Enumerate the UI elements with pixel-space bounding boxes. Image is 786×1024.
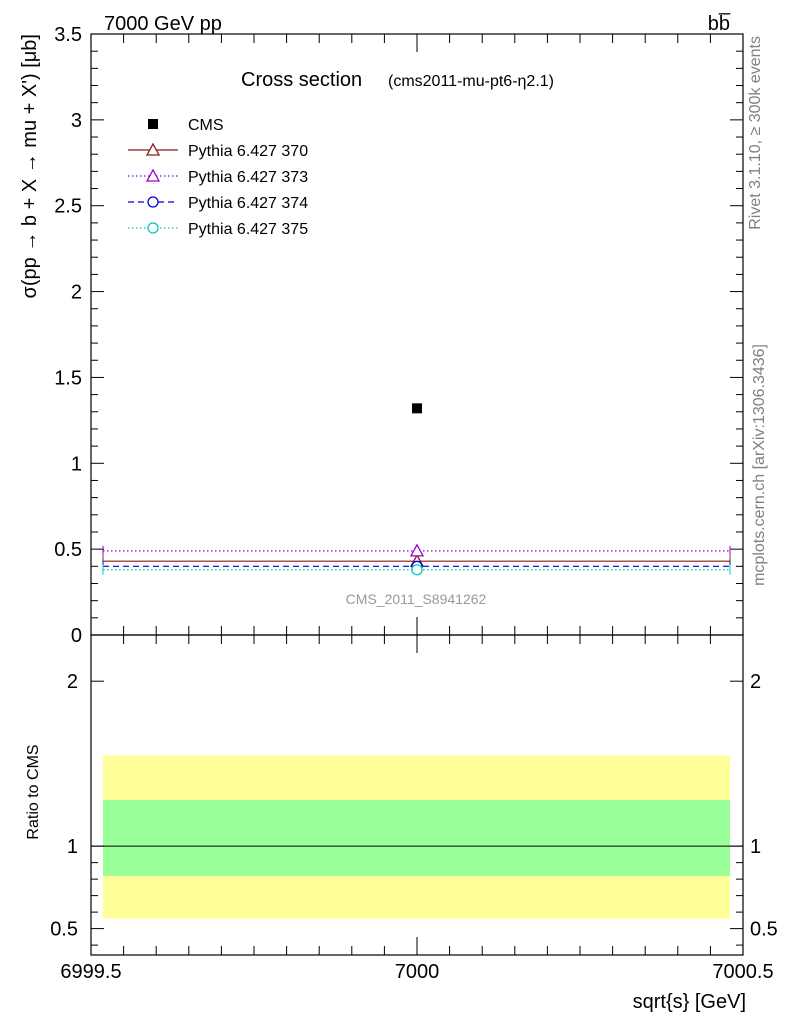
- watermark: CMS_2011_S8941262: [346, 591, 487, 607]
- legend-marker: [145, 168, 161, 182]
- ratio-y-tick-label: 1: [67, 836, 78, 858]
- main-plot: Cross section (cms2011-mu-pt6-η2.1) σ(pp…: [19, 24, 744, 647]
- data-point-4: [411, 564, 423, 576]
- mcplots-label: mcplots.cern.ch [arXiv:1306.3436]: [751, 344, 768, 586]
- x-tick-label: 7000.5: [712, 961, 773, 983]
- main-y-tick-label: 1: [71, 453, 82, 475]
- legend-marker: [145, 142, 161, 156]
- ratio-y-tick-label: 2: [67, 671, 78, 693]
- x-axis-label: sqrt{s} [GeV]: [633, 991, 746, 1013]
- data-point-2: [409, 543, 425, 557]
- header-right-label: bb̅: [708, 12, 731, 35]
- legend-label: Pythia 6.427 370: [188, 143, 308, 160]
- legend-marker: [148, 119, 158, 129]
- main-subtitle: (cms2011-mu-pt6-η2.1): [388, 73, 554, 90]
- legend: CMS Pythia 6.427 370 Pythia 6.427 373 Pythi…: [128, 117, 308, 238]
- main-y-tick-label: 3: [71, 110, 82, 132]
- x-tick-label: 6999.5: [60, 961, 121, 983]
- main-y-tick-label: 2.5: [54, 196, 82, 218]
- ratio-y-tick-label-right: 0.5: [750, 919, 778, 941]
- legend-label: Pythia 6.427 374: [188, 195, 308, 212]
- ratio-band-inner: [103, 799, 730, 876]
- legend-marker: [147, 196, 159, 208]
- ratio-plot: Ratio to CMS sqrt{s} [GeV] 6999.5 7000 700…: [25, 634, 778, 1013]
- main-y-axis-label: σ(pp → b + X → mu + X') [μb]: [19, 34, 41, 298]
- header-left-label: 7000 GeV pp: [104, 13, 222, 35]
- ratio-y-axis-label: Ratio to CMS: [25, 744, 42, 839]
- main-y-tick-label: 0: [71, 625, 82, 647]
- rivet-label: Rivet 3.1.10, ≥ 300k events: [747, 36, 764, 230]
- legend-marker: [147, 222, 159, 234]
- main-title: Cross section: [241, 69, 362, 91]
- main-y-tick-label: 0.5: [54, 539, 82, 561]
- main-y-tick-label: 3.5: [54, 24, 82, 46]
- main-y-tick-label: 2: [71, 282, 82, 304]
- legend-label: CMS: [188, 117, 224, 134]
- data-point-0: [412, 403, 422, 414]
- legend-label: Pythia 6.427 375: [188, 221, 308, 238]
- legend-label: Pythia 6.427 373: [188, 169, 308, 186]
- x-tick-label: 7000: [395, 961, 440, 983]
- main-y-tick-label: 1.5: [54, 367, 82, 389]
- ratio-y-tick-label: 0.5: [50, 919, 78, 941]
- ratio-y-tick-label-right: 2: [750, 671, 761, 693]
- ratio-y-tick-label-right: 1: [750, 836, 761, 858]
